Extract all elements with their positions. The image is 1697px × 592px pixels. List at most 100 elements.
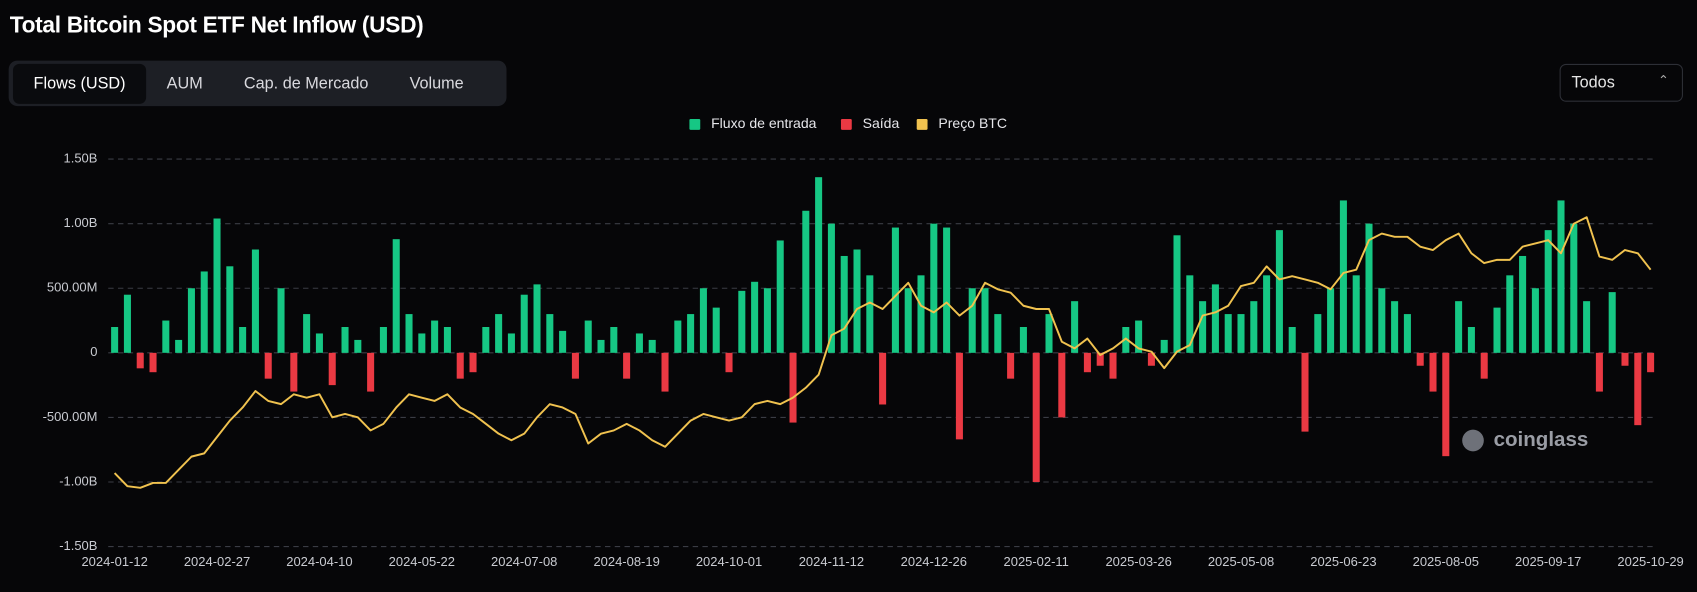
bar [1199, 301, 1207, 353]
tab[interactable]: Flows (USD) [12, 63, 147, 104]
x-tick-label: 2025-05-08 [1208, 554, 1274, 569]
bar [111, 326, 119, 353]
bar [1007, 352, 1015, 379]
bar [1275, 230, 1283, 353]
price-line [113, 216, 1652, 489]
bar [1339, 200, 1347, 353]
bar [315, 333, 323, 353]
bar [994, 314, 1002, 353]
bar [1301, 352, 1309, 432]
bar [149, 352, 157, 373]
bar [162, 320, 170, 353]
bar [1173, 235, 1181, 353]
bar [1608, 292, 1616, 353]
y-tick-label: 500.00M [47, 280, 97, 295]
bar [712, 307, 720, 353]
legend-label: Preço BTC [938, 115, 1007, 131]
bar [1186, 275, 1194, 353]
bar [891, 227, 899, 353]
bar [853, 249, 861, 353]
bar [507, 333, 515, 353]
x-tick-label: 2024-07-08 [491, 554, 557, 569]
bar [635, 333, 643, 353]
bar [213, 218, 221, 353]
bar [1250, 301, 1258, 353]
bar [392, 239, 400, 353]
bar [175, 339, 183, 353]
bar [379, 326, 387, 353]
bar [1122, 326, 1130, 353]
bar [917, 275, 925, 353]
bar [968, 288, 976, 353]
watermark-logo [1462, 429, 1484, 452]
bar [776, 240, 784, 353]
y-tick-label: -500.00M [43, 409, 98, 424]
bar [1442, 352, 1450, 457]
watermark: coinglass [1494, 428, 1589, 451]
x-tick-label: 2025-10-29 [1617, 554, 1683, 569]
bar [1032, 352, 1040, 482]
bar [1365, 223, 1373, 353]
x-tick-label: 2024-01-12 [81, 554, 147, 569]
x-tick-label: 2025-08-05 [1413, 554, 1479, 569]
bar [981, 288, 989, 353]
bar [1570, 223, 1578, 353]
legend-swatch [689, 119, 701, 130]
bar [1621, 352, 1629, 366]
tab[interactable]: AUM [166, 74, 203, 93]
bar [1557, 200, 1565, 353]
bar [1083, 352, 1091, 373]
tab[interactable]: Cap. de Mercado [243, 74, 369, 93]
bar [341, 326, 349, 353]
x-tick-label: 2025-06-23 [1310, 554, 1376, 569]
bar [571, 352, 579, 379]
x-tick-label: 2024-05-22 [389, 554, 455, 569]
select-arrow: ⌃ [1658, 72, 1669, 88]
legend-swatch [840, 119, 852, 130]
x-tick-label: 2024-08-19 [593, 554, 659, 569]
bar [943, 227, 951, 353]
bar [1531, 288, 1539, 353]
bar [226, 266, 234, 353]
bar [674, 320, 682, 353]
bar [1544, 230, 1552, 353]
bar [495, 314, 503, 353]
bar [725, 352, 733, 373]
bar [815, 177, 823, 353]
bar [1109, 352, 1117, 379]
bar [1160, 339, 1168, 353]
bar [136, 352, 144, 369]
bar [610, 326, 618, 353]
bar [1211, 284, 1219, 353]
bar [1071, 301, 1079, 353]
bar [239, 326, 247, 353]
bar [1403, 314, 1411, 353]
chart: 1.50B1.00B500.00M0-500.00M-1.00B-1.50B20… [43, 115, 1684, 569]
bar [1391, 301, 1399, 353]
bar [559, 330, 567, 353]
bar [751, 281, 759, 353]
bar [661, 352, 669, 392]
tab[interactable]: Volume [409, 74, 464, 93]
bar [546, 314, 554, 353]
legend-swatch [916, 119, 928, 130]
bar [789, 352, 797, 423]
y-tick-label: -1.50B [59, 538, 97, 553]
bar [1480, 352, 1488, 379]
bar [840, 255, 848, 353]
range-select[interactable]: Todos ⌃ [1559, 63, 1683, 102]
bar [1314, 314, 1322, 353]
x-tick-label: 2025-02-11 [1004, 554, 1069, 569]
bar [303, 314, 311, 353]
bar [1058, 352, 1066, 418]
bar [1467, 326, 1475, 353]
bar [469, 352, 477, 373]
bar [955, 352, 963, 440]
x-tick-label: 2024-10-01 [696, 554, 762, 569]
tab-bar: Flows (USD) AUM Cap. de Mercado Volume [8, 60, 507, 107]
bar [1352, 275, 1360, 353]
bar [1045, 314, 1053, 353]
bar [533, 284, 541, 353]
bar [187, 288, 195, 353]
bar [520, 294, 528, 353]
